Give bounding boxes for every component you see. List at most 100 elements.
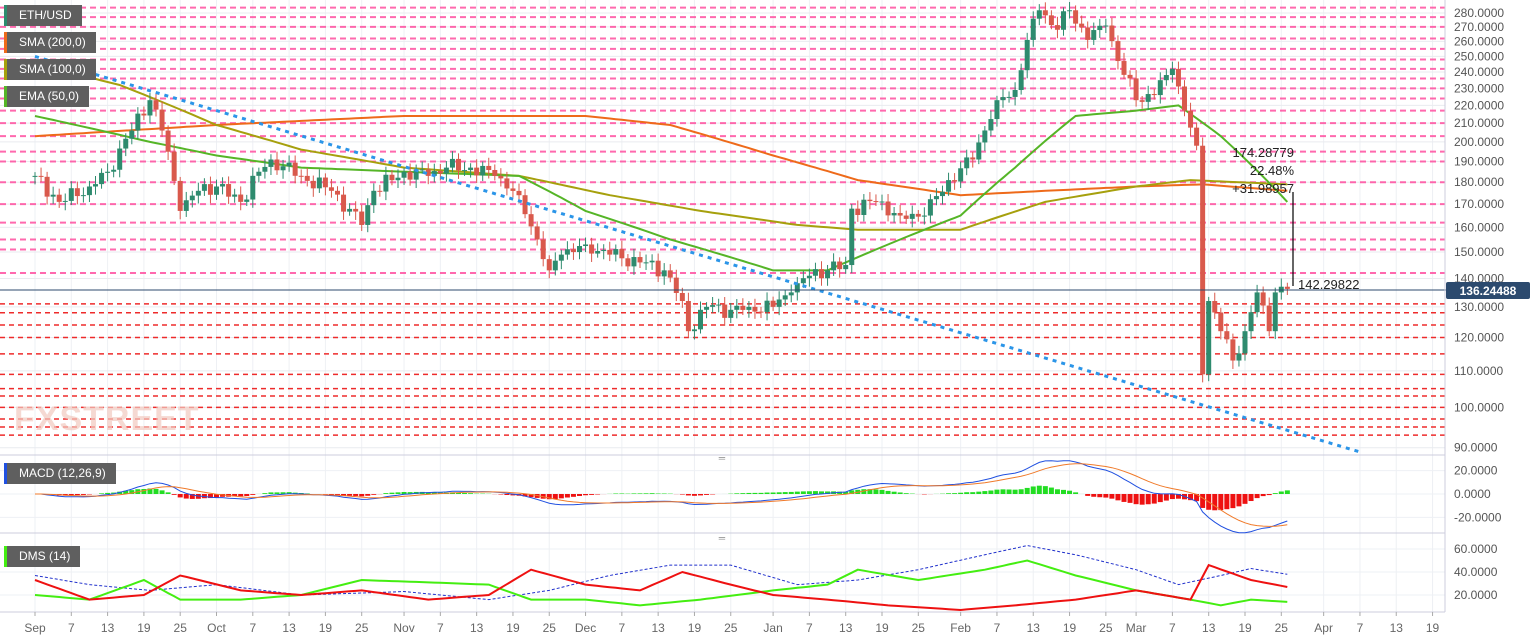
macd-histogram-bar xyxy=(147,488,153,494)
macd-histogram-bar xyxy=(861,489,867,494)
macd-histogram-bar xyxy=(873,489,879,494)
x-tick-label: 19 xyxy=(875,621,889,635)
macd-histogram-bar xyxy=(552,494,558,499)
candle-body xyxy=(1121,61,1127,75)
sma100-line xyxy=(34,63,1288,231)
macd-histogram-bar xyxy=(1218,494,1224,511)
resize-handle[interactable]: ═ xyxy=(718,453,726,463)
candle-body xyxy=(958,168,964,182)
candle xyxy=(486,157,492,179)
y-tick-label: -20.0000 xyxy=(1454,510,1502,524)
macd-histogram-bar xyxy=(528,494,534,498)
sma100-label[interactable]: SMA (100,0) xyxy=(4,59,96,80)
candle xyxy=(607,241,613,262)
macd-histogram-bar xyxy=(843,491,849,494)
macd-histogram-bar xyxy=(522,494,528,497)
candle xyxy=(952,173,958,190)
x-tick-label: 19 xyxy=(1063,621,1077,635)
candle xyxy=(691,325,697,340)
macd-histogram-bar xyxy=(274,492,280,494)
candle-body xyxy=(365,205,371,225)
candle-body xyxy=(1254,292,1260,313)
candle-body xyxy=(982,130,988,143)
candle xyxy=(1145,85,1151,110)
candle xyxy=(1278,278,1284,300)
candle-body xyxy=(1006,96,1012,98)
candle-body xyxy=(595,251,601,254)
y-tick-label: 20.0000 xyxy=(1454,588,1498,602)
candle xyxy=(316,169,322,193)
macd-histogram-bar xyxy=(558,494,564,499)
candle-body xyxy=(86,186,92,196)
y-tick-label: 120.0000 xyxy=(1454,331,1504,345)
macd-histogram-bar xyxy=(359,494,365,497)
candle-body xyxy=(740,305,746,310)
y-tick-label: 270.0000 xyxy=(1454,20,1504,34)
candle xyxy=(770,296,776,311)
macd-histogram-bar xyxy=(782,492,788,494)
macd-histogram-bar xyxy=(619,493,625,494)
candle xyxy=(377,184,383,197)
x-tick-label: 19 xyxy=(319,621,333,635)
candle-body xyxy=(976,142,982,160)
candle xyxy=(310,175,316,197)
candle-body xyxy=(698,309,703,330)
sma200-label[interactable]: SMA (200,0) xyxy=(4,32,96,53)
candle xyxy=(93,175,98,195)
macd-histogram-bar xyxy=(752,492,758,494)
macd-histogram-bar xyxy=(353,494,359,496)
candle xyxy=(153,93,159,117)
candle-body xyxy=(933,196,939,200)
adx-line xyxy=(34,544,1288,601)
dms-label[interactable]: DMS (14) xyxy=(4,546,81,567)
candle-body xyxy=(468,167,474,171)
candle xyxy=(1175,61,1181,95)
macd-histogram-bar xyxy=(1157,494,1163,503)
macd-histogram-bar xyxy=(631,493,637,494)
candle xyxy=(855,200,861,222)
resize-handle[interactable]: ═ xyxy=(718,533,726,543)
candle xyxy=(322,173,328,196)
candle xyxy=(546,255,552,279)
macd-histogram-bar xyxy=(577,494,582,496)
candle xyxy=(843,256,849,274)
candle xyxy=(764,292,770,321)
candle xyxy=(86,180,92,202)
macd-histogram-bar xyxy=(1266,494,1272,496)
candle xyxy=(431,163,437,183)
trendline xyxy=(34,54,1361,454)
candle-body xyxy=(220,184,226,187)
macd-label[interactable]: MACD (12,26,9) xyxy=(4,463,116,484)
y-tick-label: 240.0000 xyxy=(1454,65,1504,79)
candle-body xyxy=(746,306,752,310)
candle-body xyxy=(353,208,359,212)
macd-histogram-bar xyxy=(1127,494,1133,503)
candle xyxy=(347,203,353,216)
ema50-label[interactable]: EMA (50,0) xyxy=(4,86,90,107)
macd-histogram-bar xyxy=(383,493,389,494)
candle-body xyxy=(480,165,486,176)
macd-histogram-bar xyxy=(637,493,643,494)
candle xyxy=(268,154,274,176)
candle-body xyxy=(691,329,697,332)
x-tick-label: 7 xyxy=(806,621,813,635)
candle-body xyxy=(99,172,105,185)
candle xyxy=(183,191,189,217)
macd-histogram-bar xyxy=(456,492,461,494)
macd-histogram-bar xyxy=(589,494,595,495)
macd-histogram-bar xyxy=(341,494,347,496)
y-tick-label: 40.0000 xyxy=(1454,565,1498,579)
y-tick-label: 280.0000 xyxy=(1454,6,1504,20)
symbol-label[interactable]: ETH/USD xyxy=(4,5,82,26)
candle xyxy=(758,306,764,318)
macd-histogram-bar xyxy=(734,493,740,494)
macd-histogram-bar xyxy=(891,491,897,494)
candle-body xyxy=(927,199,933,216)
macd-histogram-bar xyxy=(964,492,970,494)
macd-histogram-bar xyxy=(238,494,244,497)
macd-histogram-bar xyxy=(141,488,147,494)
candle xyxy=(165,125,171,161)
macd-histogram-bar xyxy=(214,494,219,498)
